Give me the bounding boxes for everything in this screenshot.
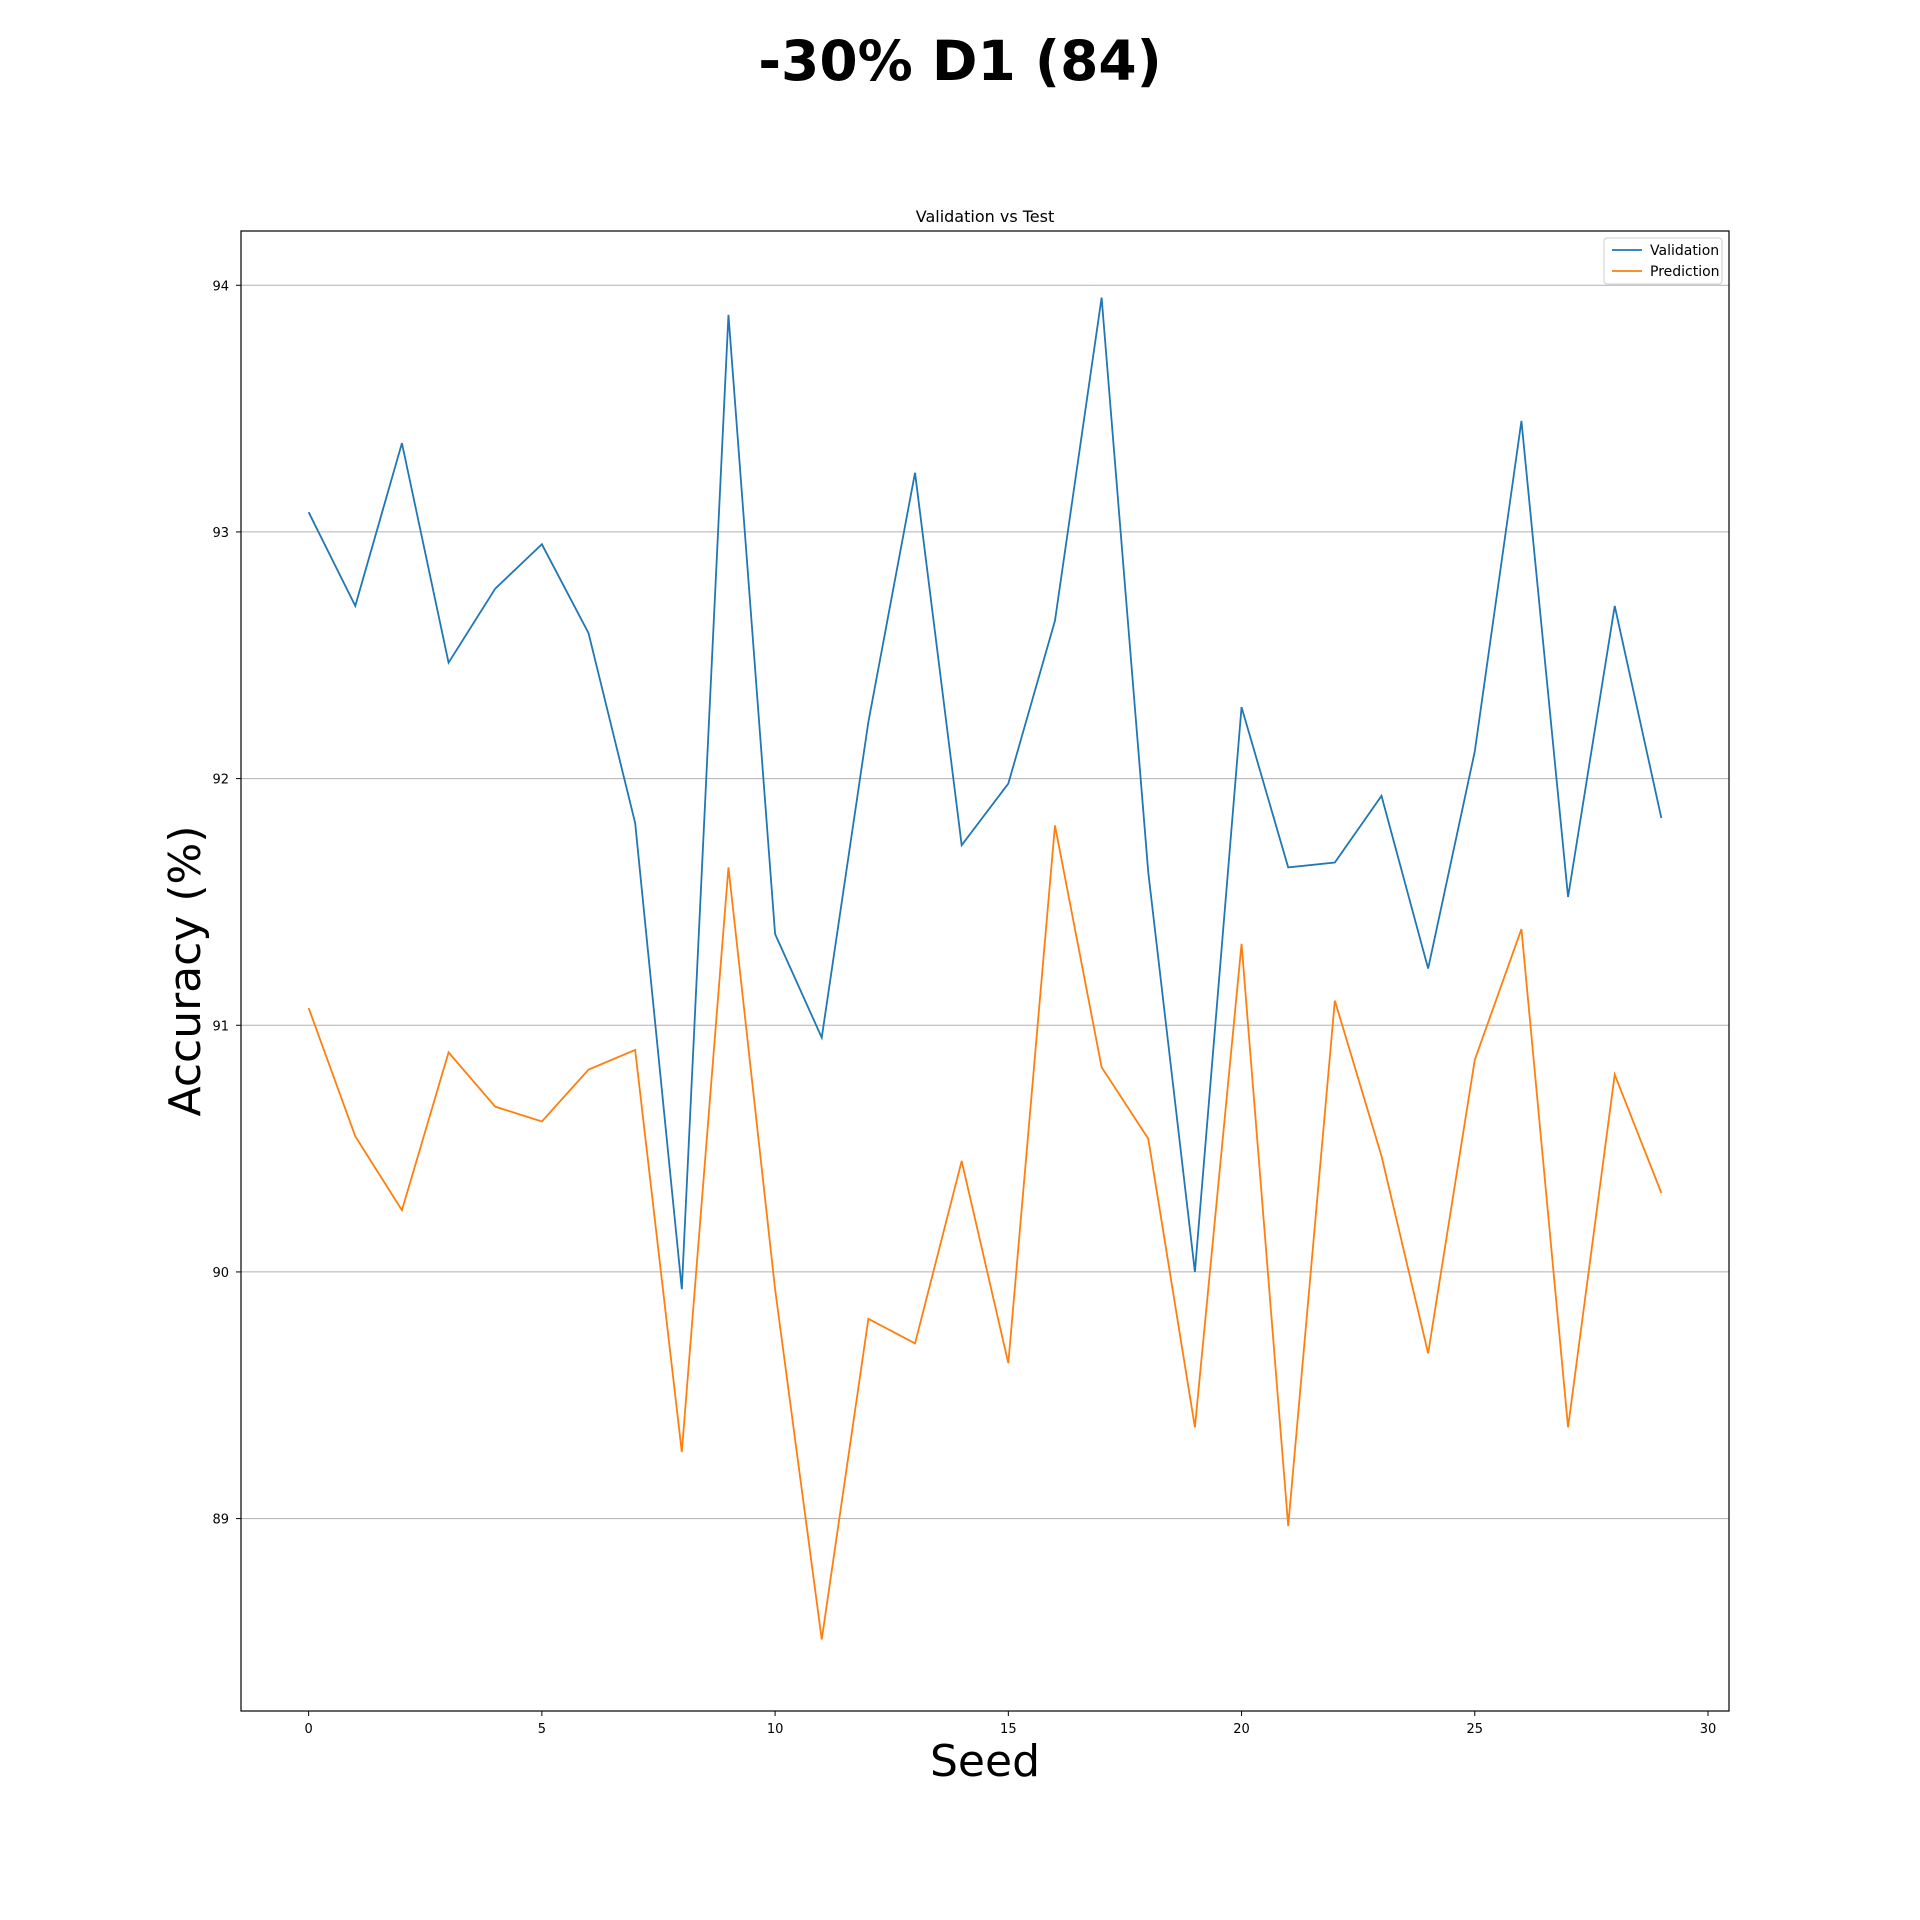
legend-label-validation: Validation (1650, 243, 1719, 259)
x-axis-label: Seed (930, 1736, 1040, 1787)
x-tick-label: 0 (304, 1722, 312, 1737)
y-tick-label: 92 (212, 773, 229, 788)
series-line-validation (307, 297, 1663, 1290)
figure-title: -30% D1 (84) (758, 29, 1162, 93)
x-tick-label: 5 (538, 1722, 546, 1737)
y-tick-label: 93 (212, 526, 229, 541)
legend: Validation Prediction (1603, 237, 1723, 285)
axes-title: Validation vs Test (916, 207, 1055, 226)
y-axis-ticks: 89 90 91 92 93 94 (212, 279, 241, 1528)
y-tick-label: 94 (212, 279, 229, 294)
x-tick-label: 10 (767, 1722, 784, 1737)
y-tick-label: 91 (212, 1019, 229, 1034)
y-axis-label: Accuracy (%) (160, 825, 211, 1116)
x-tick-label: 25 (1467, 1722, 1484, 1737)
x-axis-ticks: 0 5 10 15 20 25 30 (304, 1711, 1716, 1737)
legend-label-prediction: Prediction (1650, 264, 1720, 280)
y-tick-label: 89 (212, 1513, 229, 1528)
x-tick-label: 20 (1233, 1722, 1250, 1737)
x-tick-label: 15 (1000, 1722, 1017, 1737)
plot-area-frame (240, 230, 1730, 1712)
x-tick-label: 30 (1700, 1722, 1717, 1737)
series-lines (307, 297, 1663, 1640)
series-line-prediction (307, 825, 1663, 1640)
y-tick-label: 90 (212, 1266, 229, 1281)
y-gridlines (241, 284, 1729, 1520)
